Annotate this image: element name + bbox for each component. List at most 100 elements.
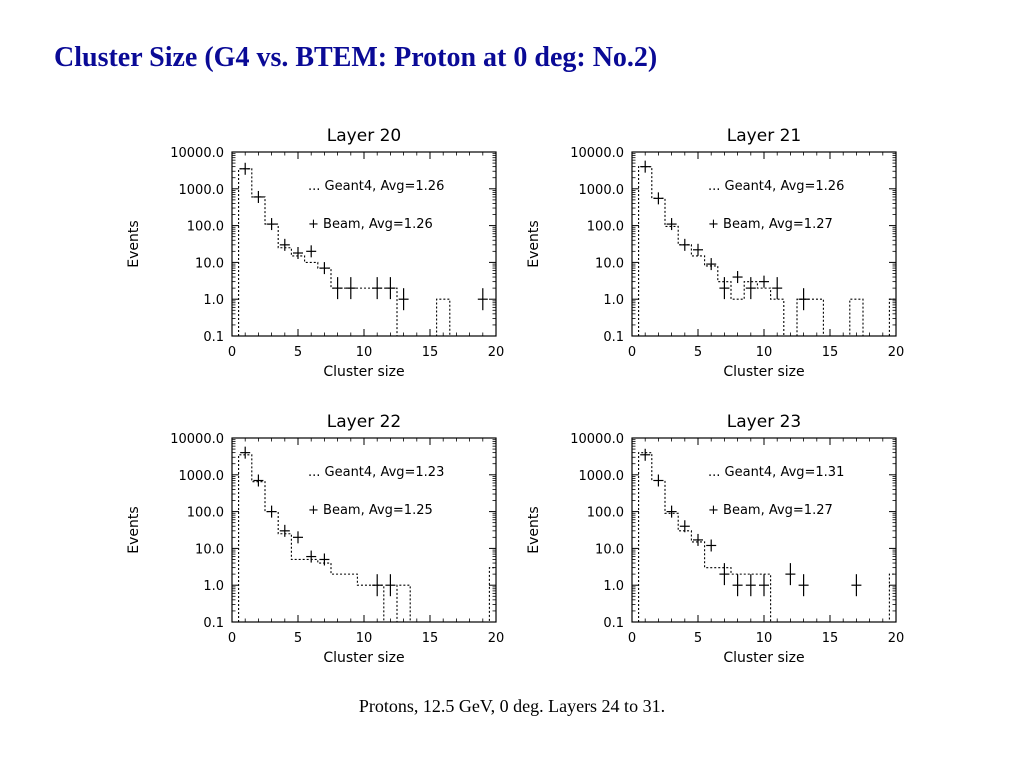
- x-axis-label: Cluster size: [323, 650, 404, 666]
- legend-geant4: ... Geant4, Avg=1.26: [708, 179, 844, 194]
- beam-point: [253, 190, 264, 203]
- beam-point: [679, 520, 690, 533]
- x-tick-label: 20: [888, 631, 905, 646]
- y-tick-label: 10.0: [595, 542, 624, 557]
- chart-legend: ... Geant4, Avg=1.26 + Beam, Avg=1.26: [308, 179, 444, 232]
- beam-point: [759, 275, 769, 288]
- beam-point: [385, 277, 396, 300]
- chart-legend: ... Geant4, Avg=1.31 + Beam, Avg=1.27: [708, 465, 844, 518]
- x-tick-label: 15: [822, 345, 839, 360]
- y-tick-label: 0.1: [203, 330, 224, 345]
- legend-geant4: ... Geant4, Avg=1.23: [308, 465, 444, 480]
- chart-svg: Layer 22 10000.0 1000.0 100.0 10.0 1.0 0.1 0 5 10…: [126, 412, 505, 666]
- y-axis-label: Events: [126, 220, 142, 267]
- beam-point: [693, 243, 703, 256]
- plot-area: [238, 446, 496, 622]
- y-axis-label: Events: [526, 220, 542, 267]
- beam-point: [279, 524, 290, 537]
- y-tick-label: 1000.0: [179, 183, 225, 198]
- beam-point: [772, 277, 783, 300]
- beam-point: [798, 288, 809, 311]
- beam-point: [785, 563, 796, 586]
- x-tick-label: 10: [756, 345, 773, 360]
- beam-point: [385, 574, 396, 597]
- beam-point: [319, 262, 330, 275]
- beam-point: [653, 474, 664, 487]
- y-axis-label: Events: [126, 506, 142, 553]
- beam-point: [732, 271, 743, 284]
- beam-point: [640, 160, 651, 173]
- beam-point: [851, 574, 862, 597]
- legend-geant4: ... Geant4, Avg=1.26: [308, 179, 444, 194]
- chart-panel-layer-22: Layer 22 10000.0 1000.0 100.0 10.0 1.0 0.1 0 5 10…: [120, 404, 510, 679]
- beam-point: [653, 192, 664, 205]
- chart-title: Layer 22: [327, 412, 401, 432]
- x-tick-label: 20: [488, 631, 505, 646]
- x-tick-label: 0: [228, 631, 236, 646]
- beam-point: [732, 574, 743, 597]
- x-tick-label: 20: [888, 345, 905, 360]
- beam-point: [293, 247, 303, 260]
- x-tick-label: 0: [628, 345, 636, 360]
- beam-point: [372, 277, 383, 300]
- x-tick-label: 10: [356, 631, 373, 646]
- x-axis-label: Cluster size: [723, 650, 804, 666]
- y-tick-label: 10000.0: [170, 146, 224, 161]
- y-tick-label: 10.0: [195, 542, 224, 557]
- chart-svg: Layer 23 10000.0 1000.0 100.0 10.0 1.0 0.1 0 5 10…: [526, 412, 905, 666]
- beam-point: [679, 238, 690, 251]
- legend-beam: + Beam, Avg=1.25: [308, 503, 433, 518]
- beam-point: [706, 539, 717, 552]
- chart-legend: ... Geant4, Avg=1.23 + Beam, Avg=1.25: [308, 465, 444, 518]
- x-tick-label: 0: [228, 345, 236, 360]
- beam-point: [345, 277, 356, 300]
- y-tick-label: 1000.0: [179, 469, 225, 484]
- x-tick-label: 15: [422, 631, 439, 646]
- x-axis-label: Cluster size: [323, 364, 404, 380]
- x-tick-label: 20: [488, 345, 505, 360]
- x-tick-label: 10: [356, 345, 373, 360]
- y-tick-label: 10000.0: [170, 432, 224, 447]
- beam-point: [293, 531, 303, 544]
- chart-panel-layer-20: Layer 20 10000.0 1000.0 100.0 10.0 1.0 0.1 0 5 10…: [120, 118, 510, 393]
- beam-point: [306, 550, 317, 563]
- beam-point: [240, 162, 251, 175]
- plot-area: [238, 162, 496, 336]
- legend-beam: + Beam, Avg=1.26: [308, 217, 433, 232]
- y-axis-label: Events: [526, 506, 542, 553]
- chart-legend: ... Geant4, Avg=1.26 + Beam, Avg=1.27: [708, 179, 844, 232]
- x-tick-label: 5: [294, 345, 302, 360]
- x-tick-label: 15: [822, 631, 839, 646]
- x-tick-label: 0: [628, 631, 636, 646]
- x-tick-label: 10: [756, 631, 773, 646]
- beam-point: [332, 277, 343, 300]
- beam-point: [759, 574, 769, 597]
- y-tick-label: 0.1: [203, 616, 224, 631]
- y-tick-label: 1000.0: [579, 469, 625, 484]
- y-tick-label: 100.0: [187, 506, 224, 521]
- y-tick-label: 0.1: [603, 330, 624, 345]
- y-tick-label: 0.1: [603, 616, 624, 631]
- y-tick-label: 10000.0: [570, 432, 624, 447]
- chart-title: Layer 20: [327, 126, 401, 146]
- y-tick-label: 1000.0: [579, 183, 625, 198]
- y-tick-label: 10000.0: [570, 146, 624, 161]
- x-tick-label: 15: [422, 345, 439, 360]
- beam-point: [666, 218, 677, 231]
- y-tick-label: 1.0: [603, 579, 624, 594]
- beam-point: [719, 563, 730, 586]
- plot-area: [638, 448, 896, 622]
- y-tick-label: 100.0: [187, 220, 224, 235]
- beam-point: [306, 245, 317, 258]
- beam-point: [253, 474, 264, 487]
- beam-point: [798, 574, 809, 597]
- x-tick-label: 5: [694, 631, 702, 646]
- chart-panel-layer-21: Layer 21 10000.0 1000.0 100.0 10.0 1.0 0.1 0 5 10…: [520, 118, 910, 393]
- beam-point: [640, 448, 651, 461]
- geant4-histogram: [638, 452, 896, 622]
- beam-point: [398, 288, 409, 311]
- beam-point: [266, 218, 277, 231]
- chart-svg: Layer 20 10000.0 1000.0 100.0 10.0 1.0 0.1 0 5 10…: [126, 126, 505, 380]
- y-tick-label: 1.0: [203, 293, 224, 308]
- legend-geant4: ... Geant4, Avg=1.31: [708, 465, 844, 480]
